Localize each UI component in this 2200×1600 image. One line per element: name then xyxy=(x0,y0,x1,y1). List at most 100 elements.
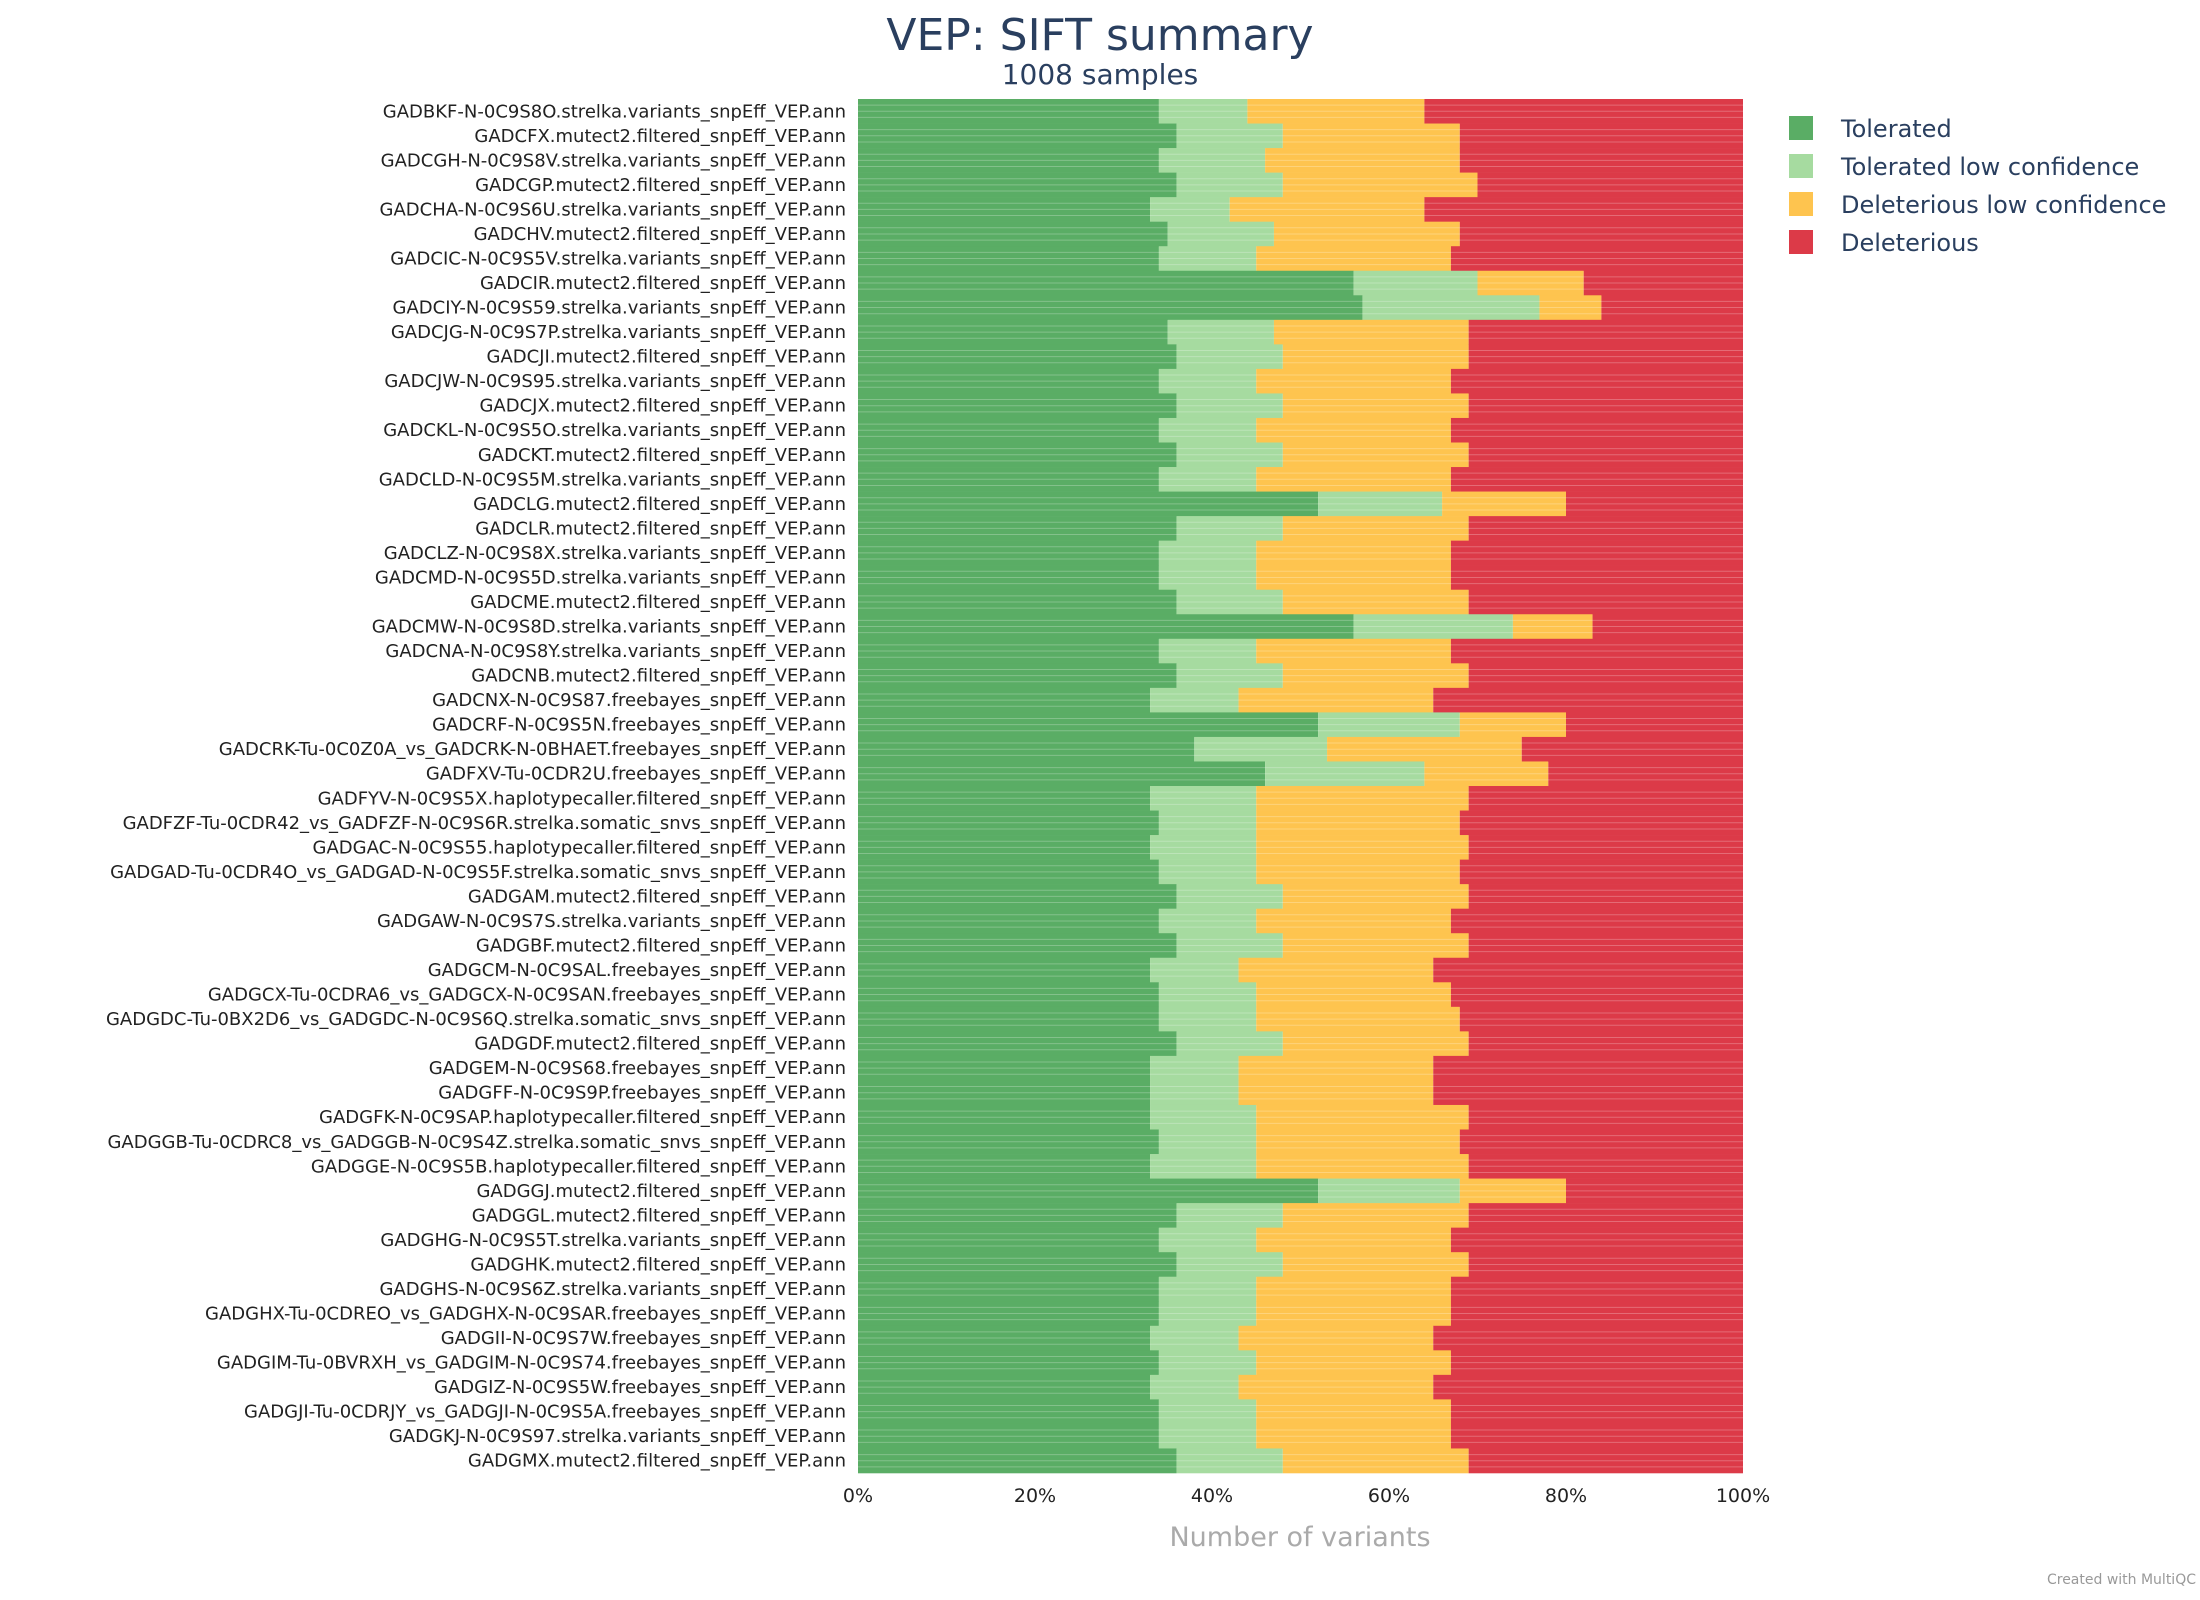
bar-segment-tolerated[interactable] xyxy=(858,417,1159,443)
bar-segment-deleterious-low-confidence[interactable] xyxy=(1477,270,1584,296)
bar-segment-deleterious-low-confidence[interactable] xyxy=(1256,467,1451,492)
bar-segment-tolerated-low-confidence[interactable] xyxy=(1158,1227,1257,1253)
bar-segment-tolerated-low-confidence[interactable] xyxy=(1158,565,1257,591)
bar-segment-tolerated-low-confidence[interactable] xyxy=(1150,1080,1239,1106)
bar-segment-deleterious-low-confidence[interactable] xyxy=(1256,540,1451,566)
bar-segment-tolerated-low-confidence[interactable] xyxy=(1150,1154,1257,1179)
bar-segment-deleterious-low-confidence[interactable] xyxy=(1282,123,1460,149)
bar-segment-deleterious[interactable] xyxy=(1521,736,1743,762)
bar-segment-tolerated[interactable] xyxy=(858,1399,1159,1425)
bar-segment-tolerated[interactable] xyxy=(858,565,1159,591)
bar-segment-deleterious[interactable] xyxy=(1450,1423,1743,1449)
bar-segment-deleterious[interactable] xyxy=(1450,368,1743,394)
bar-segment-deleterious[interactable] xyxy=(1450,908,1743,934)
bar-segment-tolerated-low-confidence[interactable] xyxy=(1176,344,1283,370)
bar-segment-tolerated-low-confidence[interactable] xyxy=(1150,786,1257,811)
bar-segment-deleterious-low-confidence[interactable] xyxy=(1229,197,1425,222)
bar-segment-tolerated-low-confidence[interactable] xyxy=(1158,810,1257,836)
bar-segment-tolerated-low-confidence[interactable] xyxy=(1176,172,1283,198)
bar-segment-tolerated-low-confidence[interactable] xyxy=(1318,1178,1460,1204)
bar-segment-deleterious[interactable] xyxy=(1468,393,1743,419)
bar-segment-deleterious-low-confidence[interactable] xyxy=(1282,1252,1469,1278)
bar-segment-tolerated[interactable] xyxy=(858,1031,1177,1057)
bar-segment-deleterious-low-confidence[interactable] xyxy=(1256,1104,1469,1130)
bar-segment-tolerated-low-confidence[interactable] xyxy=(1158,1006,1257,1032)
bar-segment-tolerated[interactable] xyxy=(858,123,1177,149)
bar-segment-tolerated-low-confidence[interactable] xyxy=(1265,761,1425,787)
bar-segment-tolerated[interactable] xyxy=(858,663,1177,689)
bar-segment-deleterious[interactable] xyxy=(1468,1252,1743,1278)
bar-segment-deleterious-low-confidence[interactable] xyxy=(1442,491,1566,517)
bar-segment-tolerated-low-confidence[interactable] xyxy=(1150,1374,1239,1400)
bar-segment-deleterious[interactable] xyxy=(1468,1104,1743,1130)
bar-segment-tolerated[interactable] xyxy=(858,1006,1159,1032)
bar-segment-tolerated[interactable] xyxy=(858,736,1195,762)
bar-segment-deleterious-low-confidence[interactable] xyxy=(1459,1178,1566,1204)
bar-segment-deleterious[interactable] xyxy=(1459,810,1743,836)
bar-segment-tolerated-low-confidence[interactable] xyxy=(1158,1276,1257,1302)
bar-segment-deleterious[interactable] xyxy=(1566,1178,1743,1204)
bar-segment-deleterious[interactable] xyxy=(1459,1006,1743,1032)
bar-segment-deleterious-low-confidence[interactable] xyxy=(1256,1006,1460,1032)
bar-segment-deleterious-low-confidence[interactable] xyxy=(1256,417,1451,443)
bar-segment-tolerated-low-confidence[interactable] xyxy=(1150,1104,1257,1130)
bar-segment-deleterious-low-confidence[interactable] xyxy=(1282,884,1469,909)
bar-segment-tolerated-low-confidence[interactable] xyxy=(1158,1423,1257,1449)
bar-segment-tolerated[interactable] xyxy=(858,908,1159,934)
legend-item-label[interactable]: Tolerated low confidence xyxy=(1840,153,2139,181)
bar-segment-deleterious-low-confidence[interactable] xyxy=(1256,1276,1451,1302)
bar-segment-deleterious-low-confidence[interactable] xyxy=(1282,1448,1469,1474)
bar-segment-tolerated-low-confidence[interactable] xyxy=(1176,516,1283,541)
bar-segment-tolerated[interactable] xyxy=(858,884,1177,909)
bar-segment-tolerated-low-confidence[interactable] xyxy=(1194,736,1328,762)
bar-segment-tolerated[interactable] xyxy=(858,1350,1159,1376)
bar-segment-tolerated-low-confidence[interactable] xyxy=(1158,467,1257,492)
bar-segment-deleterious[interactable] xyxy=(1433,957,1743,983)
bar-segment-tolerated-low-confidence[interactable] xyxy=(1150,1055,1239,1081)
bar-segment-tolerated[interactable] xyxy=(858,1080,1151,1106)
bar-segment-deleterious[interactable] xyxy=(1433,1080,1743,1106)
bar-segment-deleterious-low-confidence[interactable] xyxy=(1256,835,1469,860)
bar-segment-tolerated-low-confidence[interactable] xyxy=(1158,908,1257,934)
bar-segment-deleterious-low-confidence[interactable] xyxy=(1247,99,1425,124)
bar-segment-tolerated[interactable] xyxy=(858,835,1151,860)
bar-segment-deleterious[interactable] xyxy=(1468,786,1743,811)
bar-segment-deleterious-low-confidence[interactable] xyxy=(1256,1423,1451,1449)
bar-segment-deleterious[interactable] xyxy=(1468,933,1743,959)
bar-segment-tolerated[interactable] xyxy=(858,393,1177,419)
bar-segment-deleterious[interactable] xyxy=(1459,148,1743,173)
bar-segment-deleterious[interactable] xyxy=(1450,467,1743,492)
bar-segment-tolerated[interactable] xyxy=(858,148,1159,173)
bar-segment-deleterious-low-confidence[interactable] xyxy=(1282,442,1469,468)
legend-item-label[interactable]: Tolerated xyxy=(1840,115,1952,143)
bar-segment-deleterious[interactable] xyxy=(1459,1129,1743,1155)
bar-segment-tolerated[interactable] xyxy=(858,1203,1177,1228)
bar-segment-deleterious[interactable] xyxy=(1450,1276,1743,1302)
bar-segment-tolerated[interactable] xyxy=(858,540,1159,566)
bar-segment-tolerated[interactable] xyxy=(858,614,1354,640)
bar-segment-tolerated-low-confidence[interactable] xyxy=(1176,123,1283,149)
bar-segment-tolerated-low-confidence[interactable] xyxy=(1167,319,1274,345)
bar-segment-tolerated[interactable] xyxy=(858,712,1319,738)
bar-segment-deleterious-low-confidence[interactable] xyxy=(1256,982,1451,1008)
bar-segment-deleterious[interactable] xyxy=(1468,344,1743,370)
bar-segment-tolerated[interactable] xyxy=(858,491,1319,517)
bar-segment-deleterious[interactable] xyxy=(1468,516,1743,541)
bar-segment-tolerated-low-confidence[interactable] xyxy=(1353,614,1513,640)
bar-segment-tolerated[interactable] xyxy=(858,1374,1151,1400)
bar-segment-deleterious[interactable] xyxy=(1468,1448,1743,1474)
bar-segment-deleterious[interactable] xyxy=(1477,172,1744,198)
bar-segment-tolerated-low-confidence[interactable] xyxy=(1158,246,1257,272)
bar-segment-deleterious-low-confidence[interactable] xyxy=(1256,1129,1460,1155)
bar-segment-deleterious-low-confidence[interactable] xyxy=(1282,393,1469,419)
bar-segment-tolerated[interactable] xyxy=(858,516,1177,541)
bar-segment-tolerated-low-confidence[interactable] xyxy=(1353,270,1478,296)
bar-segment-tolerated-low-confidence[interactable] xyxy=(1158,1399,1257,1425)
bar-segment-deleterious-low-confidence[interactable] xyxy=(1238,687,1434,713)
bar-segment-tolerated[interactable] xyxy=(858,761,1266,787)
bar-segment-deleterious-low-confidence[interactable] xyxy=(1459,712,1566,738)
bar-segment-tolerated[interactable] xyxy=(858,589,1177,615)
bar-segment-deleterious[interactable] xyxy=(1433,1325,1743,1351)
bar-segment-tolerated[interactable] xyxy=(858,638,1159,664)
bar-segment-deleterious-low-confidence[interactable] xyxy=(1256,1399,1451,1425)
